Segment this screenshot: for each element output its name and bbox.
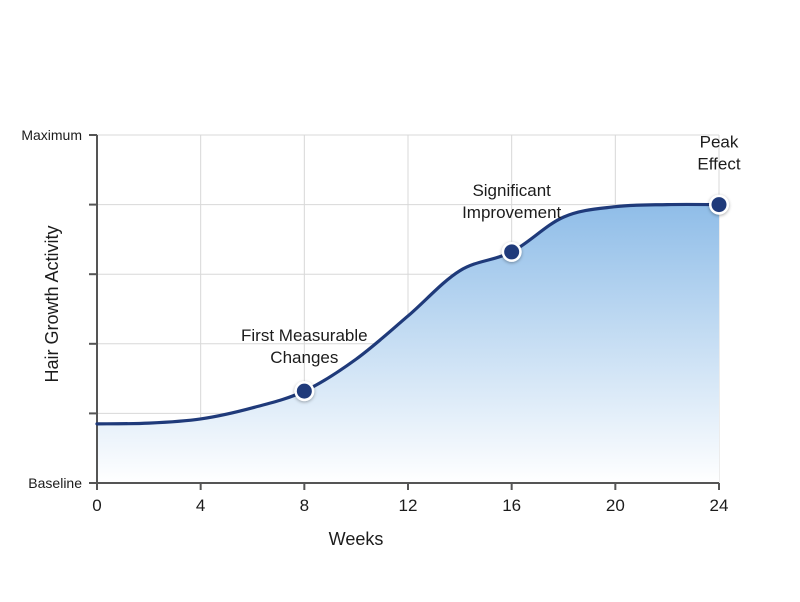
annotation-label: Significant <box>472 181 551 200</box>
marker-point <box>711 197 727 213</box>
markers <box>294 194 729 402</box>
x-tick-label: 0 <box>92 496 101 515</box>
labels: 0 4 8 12 16 20 24 Baseline Maximum Weeks Hair Grow… <box>21 127 741 549</box>
annotation-label: Effect <box>697 155 740 174</box>
x-tick-label: 8 <box>300 496 309 515</box>
x-tick-label: 16 <box>502 496 521 515</box>
annotation-label: Changes <box>270 348 338 367</box>
x-tick-label: 24 <box>710 496 729 515</box>
x-axis-title: Weeks <box>329 529 384 549</box>
series-line-layer <box>95 202 721 426</box>
annotation-label: Peak <box>700 133 739 152</box>
area-fill-layer <box>97 204 719 483</box>
area-fill <box>97 204 719 483</box>
annotation-label: Improvement <box>462 203 561 222</box>
x-tick-label: 20 <box>606 496 625 515</box>
x-tick-label: 4 <box>196 496 205 515</box>
annotation-label: First Measurable <box>241 326 368 345</box>
y-tick-label: Maximum <box>21 127 82 143</box>
y-tick-label: Baseline <box>28 475 82 491</box>
y-axis-title: Hair Growth Activity <box>42 225 62 382</box>
marker-point <box>504 244 520 260</box>
series-line <box>95 202 721 426</box>
x-tick-label: 12 <box>399 496 418 515</box>
marker-point <box>296 383 312 399</box>
